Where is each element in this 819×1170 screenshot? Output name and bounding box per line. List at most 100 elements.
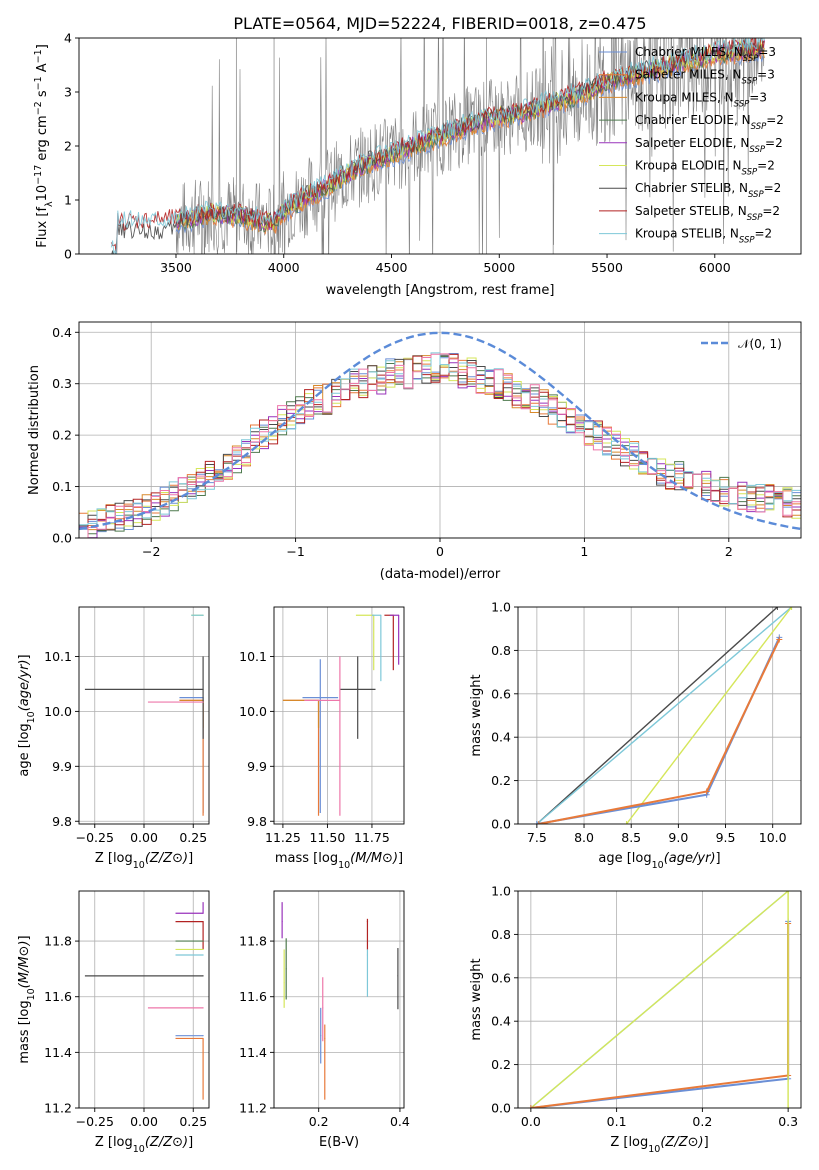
series-line <box>530 923 790 1108</box>
y-tick-label: 0.0 <box>52 531 72 546</box>
legend-n: =2 <box>755 227 773 241</box>
x-tick-label: 6000 <box>699 260 731 275</box>
x-tick-label: 1 <box>580 544 588 559</box>
x-tick-label: 5500 <box>591 260 623 275</box>
x-tick-label: −0.25 <box>76 1114 114 1129</box>
plot-area <box>274 891 404 1108</box>
legend-sub: SSP <box>742 77 758 87</box>
data-point <box>202 948 204 951</box>
label-part: erg cm <box>35 115 50 164</box>
y-axis-label: Normed distribution <box>27 365 42 495</box>
x-tick-label: 0.3 <box>778 1114 798 1129</box>
label-part: −2 <box>33 101 44 115</box>
data-point <box>324 1037 326 1040</box>
legend-entry: Kroupa ELODIE, NSSP=2 <box>635 159 775 178</box>
legend-name: Chabrier ELODIE, N <box>635 113 751 127</box>
y-tick-label: 10.0 <box>44 704 72 719</box>
y-tick-label: 9.8 <box>247 814 267 829</box>
legend-n: =2 <box>764 181 782 195</box>
label-part: ] <box>17 654 32 659</box>
x-tick-label: 7.5 <box>527 830 547 845</box>
y-tick-label: 11.2 <box>44 1101 72 1116</box>
x-tick-label: 0.0 <box>521 1114 541 1129</box>
label-part: −1 <box>33 76 44 90</box>
y-tick-label: 10.0 <box>239 704 267 719</box>
y-tick-label: 0.2 <box>491 1057 511 1072</box>
x-tick-label: 8.0 <box>574 830 594 845</box>
label-sub: 10 <box>338 860 350 871</box>
data-point <box>202 921 204 923</box>
y-tick-label: 11.6 <box>239 989 267 1004</box>
x-axis-label: wavelength [Angstrom, rest frame] <box>326 283 555 298</box>
histogram-step <box>79 354 801 531</box>
x-tick-label: 4500 <box>376 260 408 275</box>
data-point <box>366 954 369 956</box>
x-tick-label: 0.25 <box>179 1114 207 1129</box>
label-part: (Z/Z⊙) <box>145 1135 188 1150</box>
label-part: 10 <box>35 185 50 202</box>
legend-name: Kroupa ELODIE, N <box>635 159 742 173</box>
y-tick-label: 0.2 <box>491 773 511 788</box>
data-point <box>397 975 399 977</box>
y-tick-label: 0.8 <box>491 927 511 942</box>
plot-area <box>79 607 209 824</box>
legend-sub: SSP <box>742 168 758 178</box>
plot-area <box>79 891 209 1108</box>
label-part: ] <box>188 851 193 866</box>
legend-sub: SSP <box>739 236 755 246</box>
x-axis-label: (data-model)/error <box>380 567 501 582</box>
y-tick-label: 9.8 <box>52 814 72 829</box>
normal-curve <box>79 331 801 531</box>
legend-n: =3 <box>758 45 776 59</box>
series-marker <box>785 1105 792 1108</box>
x-axis-label: Z [log10(Z/Z⊙)] <box>610 1135 708 1155</box>
label-part: (age/yr) <box>17 659 32 711</box>
label-part: ] <box>716 851 721 866</box>
y-tick-label: 0.8 <box>491 643 511 658</box>
series-line <box>536 607 793 824</box>
data-point <box>202 975 204 977</box>
series-marker <box>623 821 630 824</box>
data-point <box>285 968 287 970</box>
plot-area <box>110 38 765 254</box>
panel-weight-vs-age: 7.5 8.0 8.5 9.0 9.5 10.0 0.0 0.2 0.4 0.6 0.8 1.0 age… <box>469 600 802 871</box>
label-sub: 10 <box>652 860 664 871</box>
x-tick-label: 11.25 <box>265 830 301 845</box>
label-part: age [log <box>598 851 651 866</box>
panel-residuals: −2 −1 0 1 2 0.0 0.1 0.2 0.3 0.4 𝒩(0, 1) (data-model… <box>27 321 802 582</box>
data-point <box>366 921 369 923</box>
y-axis-label: mass weight <box>469 674 484 756</box>
histogram-step <box>79 353 801 538</box>
data-point <box>281 921 283 923</box>
y-tick-label: 0.4 <box>491 1014 511 1029</box>
axes-frame <box>78 37 802 255</box>
legend-name: Chabrier MILES, N <box>635 45 743 59</box>
data-point <box>202 940 204 942</box>
label-part: age [log <box>17 723 32 776</box>
plot-area <box>79 322 801 538</box>
x-tick-label: 4000 <box>268 260 300 275</box>
label-part: s <box>35 90 50 101</box>
plot-area <box>274 607 404 824</box>
y-axis-label: Flux [fλ10−17 erg cm−2 s−1 A−1] <box>33 44 55 248</box>
y-tick-label: 0.2 <box>52 428 72 443</box>
series-marker <box>776 636 783 643</box>
legend-name: Salpeter STELIB, N <box>635 204 747 218</box>
data-point <box>319 697 321 699</box>
data-point <box>380 614 382 616</box>
data-point <box>202 614 204 616</box>
y-tick-label: 9.9 <box>52 759 72 774</box>
x-tick-label: −1 <box>286 544 304 559</box>
legend-sub: SSP <box>747 213 763 223</box>
label-part: (Z/Z⊙) <box>145 851 188 866</box>
x-tick-label: 11.50 <box>310 830 346 845</box>
x-tick-label: 10.0 <box>759 830 787 845</box>
y-tick-label: 9.9 <box>247 759 267 774</box>
data-point <box>202 954 204 956</box>
label-sub: 10 <box>26 988 37 1000</box>
y-tick-label: 2 <box>64 139 72 154</box>
series-line <box>536 636 781 824</box>
y-axis-label: age [log10(age/yr)] <box>17 654 37 776</box>
axes-frame <box>517 606 802 825</box>
